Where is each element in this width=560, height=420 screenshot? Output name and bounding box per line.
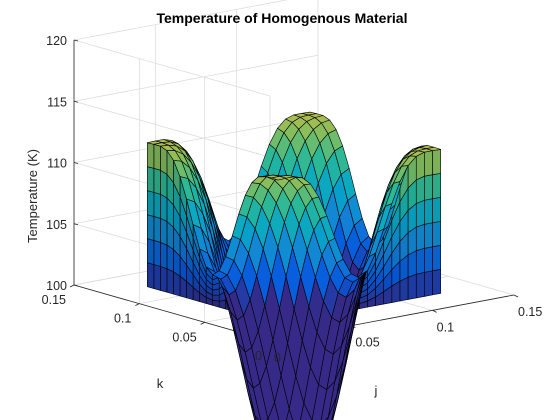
k-tick-label: 0.15: [42, 293, 66, 307]
z-tick-mark: [73, 100, 79, 103]
surface-facet: [153, 216, 161, 243]
surface-facet: [415, 272, 425, 299]
grid-line: [73, 54, 319, 102]
surface-facet: [415, 151, 425, 181]
grid-line: [73, 39, 271, 97]
k-tick-label: 0: [255, 349, 262, 363]
z-axis-label: Temperature (K): [25, 149, 40, 243]
surface-facet: [147, 190, 155, 217]
surface-facet: [160, 266, 168, 293]
surface-facet: [160, 193, 168, 222]
surface-facet: [212, 294, 220, 302]
z-tick-label: 120: [46, 34, 67, 48]
surface-facet: [153, 168, 161, 195]
z-tick-label: 105: [46, 218, 67, 232]
j-tick-label: 0.05: [355, 336, 379, 350]
surface-facet: [160, 145, 168, 175]
surface-facet: [432, 173, 441, 200]
z-tick-label: 115: [47, 95, 67, 109]
surface-facet: [424, 198, 433, 225]
temperature-surface: [147, 111, 441, 420]
z-tick-label: 110: [47, 157, 67, 171]
surface-facet: [415, 223, 425, 252]
surface-facet: [147, 142, 155, 169]
k-tick-label: 0.05: [172, 330, 196, 344]
surface-facet: [160, 217, 168, 246]
surface-facet: [271, 175, 287, 181]
j-tick-label: 0.1: [437, 320, 454, 334]
surface-facet: [147, 238, 155, 265]
surface-facet: [432, 197, 441, 224]
surface-facet: [147, 166, 155, 193]
surface-facet: [153, 192, 161, 219]
j-tick-label: 0: [274, 351, 281, 365]
grid-line: [73, 116, 319, 163]
chart-title: Temperature of Homogenous Material: [156, 10, 407, 26]
surface-facet: [415, 199, 425, 228]
j-tick-mark: [513, 294, 519, 298]
surface-facet: [424, 246, 433, 273]
grid-line: [73, 100, 271, 158]
z-tick-mark: [73, 39, 79, 42]
surface-facet: [160, 169, 168, 199]
surface-facet: [166, 268, 174, 295]
surface-facet: [415, 248, 425, 275]
k-tick-label: 0.1: [114, 312, 131, 326]
surface-facet: [424, 270, 433, 297]
grid-line: [73, 0, 289, 41]
k-tick-mark: [135, 303, 140, 307]
j-axis-label: j: [374, 383, 378, 398]
surface-facet: [218, 300, 227, 310]
surface-facet: [147, 214, 155, 241]
surface-facet: [424, 174, 433, 201]
z-tick-mark: [73, 162, 79, 164]
surface-facet: [153, 144, 161, 171]
j-tick-label: 0.15: [518, 305, 542, 319]
surface-facet: [147, 262, 155, 289]
surface-facet: [153, 264, 161, 291]
k-tick-mark: [200, 321, 205, 325]
surface-facet: [432, 245, 441, 272]
z-tick-label: 100: [46, 279, 67, 293]
surface-facet: [286, 408, 293, 420]
surface-facet: [424, 150, 433, 177]
surface-facet: [160, 242, 168, 269]
surface-facet: [432, 269, 441, 296]
surface-facet: [153, 240, 161, 267]
surface-facet: [432, 149, 441, 175]
z-tick-mark: [73, 223, 79, 226]
surface-facet: [407, 250, 417, 278]
surface-facet: [407, 274, 417, 300]
surface-facet: [424, 222, 433, 249]
k-axis-label: k: [157, 376, 164, 391]
k-tick-mark: [69, 284, 75, 288]
surface-facet: [415, 175, 425, 204]
surface-facet: [432, 221, 441, 248]
j-tick-mark: [432, 309, 437, 313]
z-tick-mark: [73, 284, 79, 287]
